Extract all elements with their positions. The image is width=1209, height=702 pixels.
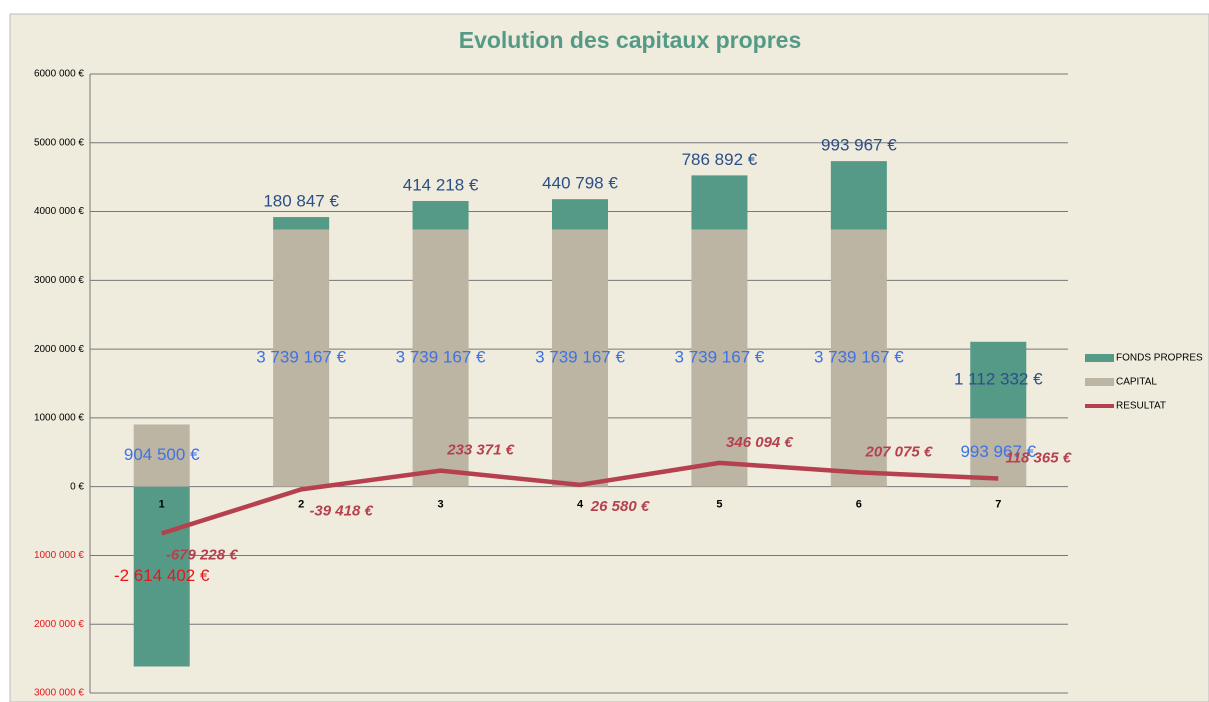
bar-segment — [273, 217, 330, 230]
chart-title: Evolution des capitaux propres — [459, 27, 802, 53]
y-tick-label: 2000 000 € — [34, 619, 84, 630]
data-label: 118 365 € — [1005, 449, 1071, 466]
data-label: -39 418 € — [309, 502, 373, 519]
bar-segment — [412, 229, 469, 487]
legend-swatch — [1085, 354, 1114, 362]
bar-segment — [133, 486, 190, 667]
x-tick-label: 4 — [577, 499, 584, 511]
bar-segment — [970, 418, 1027, 487]
data-label: 414 218 € — [403, 175, 479, 194]
y-tick-label: 6000 000 € — [34, 69, 84, 80]
bar-segment — [830, 229, 887, 487]
y-tick-label: 1000 000 € — [34, 413, 84, 424]
data-label: 3 739 167 € — [814, 348, 904, 367]
data-label: 904 500 € — [124, 445, 200, 464]
data-label: 3 739 167 € — [396, 348, 486, 367]
x-tick-label: 6 — [856, 499, 862, 511]
line-series — [161, 460, 999, 536]
bar-segment — [412, 201, 469, 230]
y-tick-label: 3000 000 € — [34, 688, 84, 699]
x-tick-label: 2 — [298, 499, 304, 511]
data-label: 233 371 € — [446, 442, 514, 459]
data-label: 786 892 € — [682, 150, 758, 169]
y-tick-label: 5000 000 € — [34, 137, 84, 148]
y-tick-label: 4000 000 € — [34, 206, 84, 217]
data-label: 346 094 € — [726, 434, 793, 451]
x-tick-label: 7 — [995, 499, 1001, 511]
x-tick-label: 1 — [159, 499, 165, 511]
x-tick-label: 5 — [716, 499, 722, 511]
legend-label: CAPITAL — [1116, 377, 1157, 388]
data-label: 3 739 167 € — [535, 348, 625, 367]
y-tick-label: 2000 000 € — [34, 344, 84, 355]
data-label: 207 075 € — [864, 443, 932, 460]
bar-segment — [552, 229, 608, 487]
y-tick-label: 1000 000 € — [34, 550, 84, 561]
x-tick-label: 3 — [438, 499, 444, 511]
bar-segment — [970, 341, 1027, 419]
y-tick-label: 3000 000 € — [34, 275, 84, 286]
legend-label: FONDS PROPRES — [1116, 353, 1203, 364]
y-tick-label: 0 € — [70, 481, 84, 492]
legend-swatch — [1085, 378, 1114, 386]
bar-segment — [830, 161, 887, 230]
data-label: 180 847 € — [263, 192, 339, 211]
data-label: 3 739 167 € — [675, 348, 765, 367]
data-label: 440 798 € — [542, 174, 618, 193]
legend-label: RESULTAT — [1116, 401, 1166, 412]
data-label: 3 739 167 € — [256, 348, 346, 367]
data-label: -679 228 € — [166, 546, 238, 563]
data-label: 993 967 € — [960, 442, 1036, 461]
data-label: 1 112 332 € — [954, 370, 1043, 389]
data-label: 26 580 € — [590, 498, 650, 515]
bar-segment — [552, 199, 608, 230]
bar-segment — [273, 229, 330, 487]
bar-segment — [691, 175, 748, 230]
data-label: 993 967 € — [821, 136, 897, 155]
bar-segment — [133, 424, 190, 487]
bar-segment — [691, 229, 748, 487]
data-label: -2 614 402 € — [114, 566, 210, 585]
